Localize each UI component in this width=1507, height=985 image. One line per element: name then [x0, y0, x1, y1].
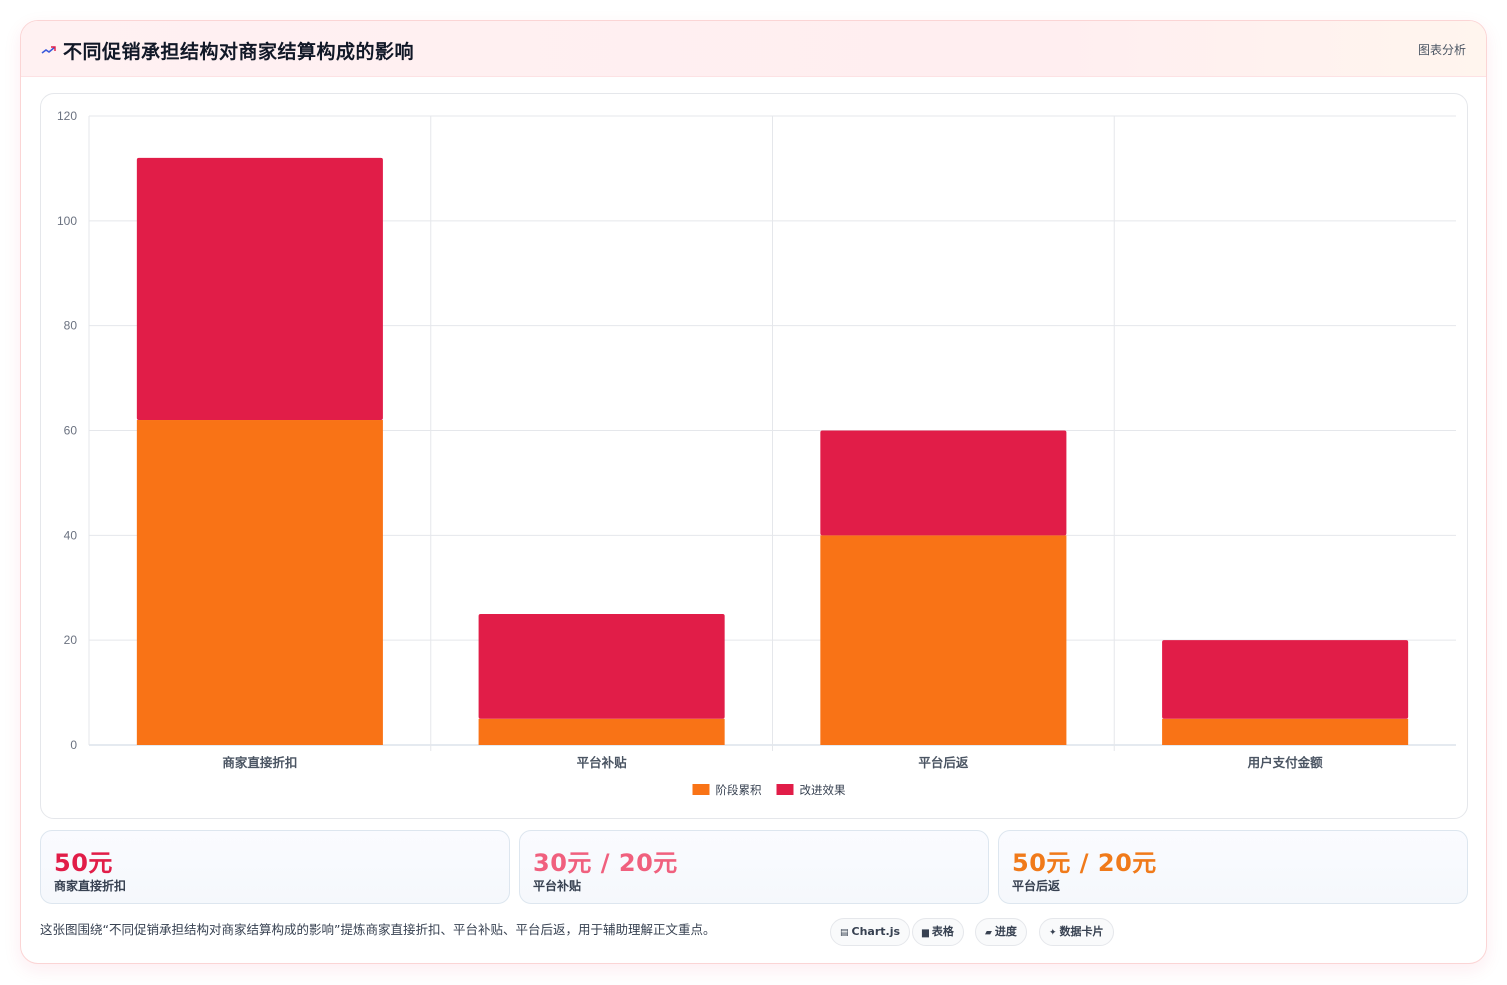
legend-swatch: [776, 784, 794, 795]
trend-icon: [41, 46, 56, 54]
tag-chartjs[interactable]: ▤ Chart.js: [830, 918, 911, 946]
chart-icon: ▤: [840, 928, 849, 938]
legend-label: 阶段累积: [716, 783, 762, 797]
bar-segment: [1162, 640, 1409, 719]
chart-caption: 这张图围绕“不同促销承担结构对商家结算构成的影响”提炼商家直接折扣、平台补贴、平…: [40, 922, 716, 937]
table-icon: ▆: [922, 928, 929, 938]
x-tick-label: 平台后返: [918, 755, 969, 770]
bar-segment: [820, 430, 1067, 536]
stat-card-merchant-discount: 50元 商家直接折扣: [40, 830, 510, 904]
tag-label: Chart.js: [851, 925, 901, 938]
legend-label: 改进效果: [800, 783, 846, 797]
y-tick-label: 80: [64, 319, 78, 333]
tag-label: 数据卡片: [1059, 925, 1104, 938]
tag-table[interactable]: ▆ 表格: [912, 918, 964, 946]
y-tick-label: 60: [64, 424, 78, 438]
legend-swatch: [692, 784, 710, 795]
x-tick-label: 用户支付金额: [1247, 755, 1324, 770]
sparkle-icon: ✦: [1049, 928, 1057, 938]
bar-segment: [136, 157, 383, 421]
y-tick-label: 120: [57, 109, 77, 123]
stat-card-platform-subsidy: 30元 / 20元 平台补贴: [519, 830, 989, 904]
stat-label: 商家直接折扣: [54, 879, 127, 893]
chart-card: 不同促销承担结构对商家结算构成的影响 图表分析 0 20 40 60 80 100 120 商…: [20, 20, 1487, 964]
stat-value: 50元: [54, 849, 113, 877]
page-title: 不同促销承担结构对商家结算构成的影响: [63, 41, 415, 63]
x-tick-label: 平台补贴: [577, 755, 628, 770]
bar-segment: [136, 420, 383, 745]
stat-label: 平台补贴: [533, 879, 582, 893]
bar-segment: [1162, 718, 1409, 745]
y-tick-label: 0: [70, 738, 77, 752]
chart-panel: 0 20 40 60 80 100 120 商家直接折扣 平台补贴 平台后返 用户支付金额阶段累积 改…: [40, 93, 1468, 819]
x-tick-label: 商家直接折扣: [222, 755, 297, 770]
y-tick-label: 100: [57, 214, 77, 228]
stat-value: 50元 / 20元: [1012, 849, 1157, 877]
stat-label: 平台后返: [1012, 879, 1061, 893]
bar-segment: [478, 718, 725, 745]
stat-value: 30元 / 20元: [533, 849, 678, 877]
chart-analysis-label: 图表分析: [1417, 43, 1466, 57]
card-header: 不同促销承担结构对商家结算构成的影响 图表分析: [21, 21, 1486, 77]
tag-progress[interactable]: ▰ 进度: [975, 918, 1027, 946]
tag-label: 表格: [931, 925, 954, 938]
tag-data-card[interactable]: ✦ 数据卡片: [1039, 918, 1114, 946]
bar-segment: [478, 613, 725, 719]
y-tick-label: 20: [64, 633, 78, 647]
progress-icon: ▰: [985, 928, 992, 938]
tag-label: 进度: [994, 925, 1017, 938]
bar-segment: [820, 535, 1067, 745]
stat-card-platform-rebate: 50元 / 20元 平台后返: [998, 830, 1468, 904]
y-tick-label: 40: [64, 528, 78, 542]
